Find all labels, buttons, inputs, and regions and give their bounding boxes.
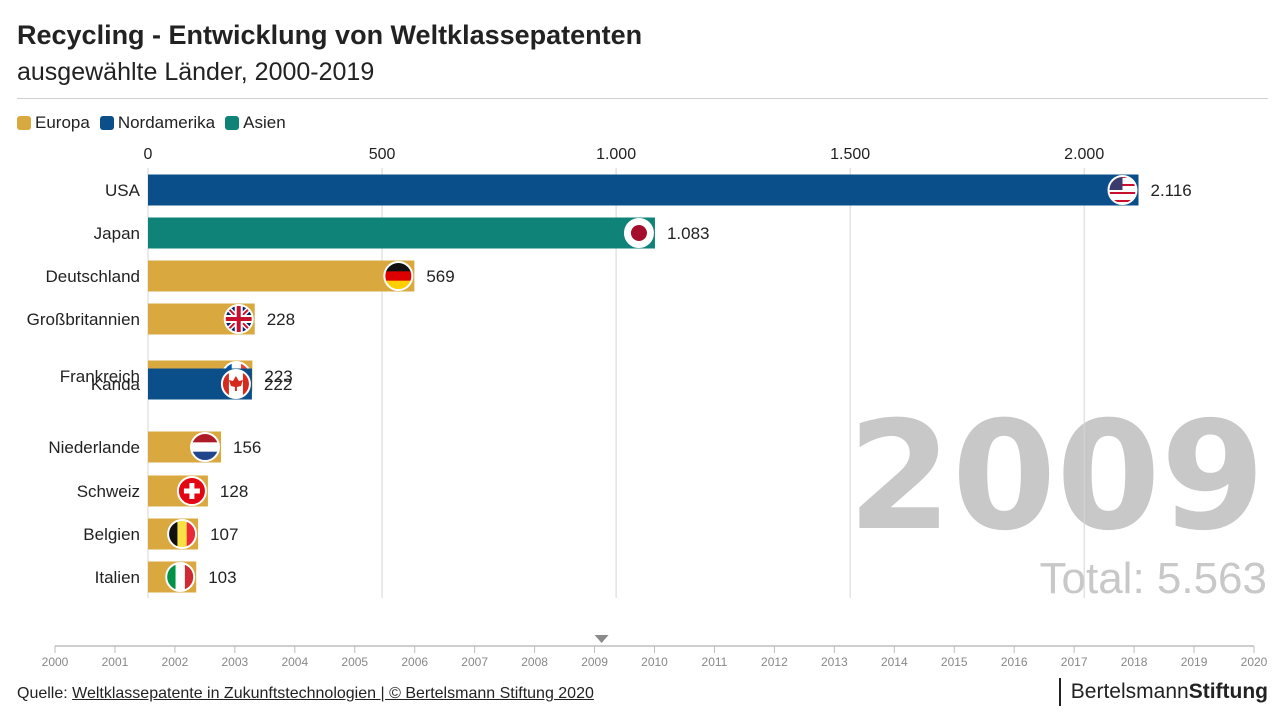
bar-value-2: 569 bbox=[426, 267, 454, 286]
timeline-year-2: 2002 bbox=[162, 655, 189, 669]
brand-light: Bertelsmann bbox=[1070, 680, 1189, 703]
bar-value-0: 2.116 bbox=[1150, 181, 1191, 200]
timeline-year-18: 2018 bbox=[1121, 655, 1148, 669]
timeline-year-0: 2000 bbox=[42, 655, 69, 669]
legend-swatch-europa bbox=[17, 116, 31, 130]
source-note: Quelle: Weltklassepatente in Zukunftstec… bbox=[17, 685, 594, 703]
timeline-year-17: 2017 bbox=[1061, 655, 1088, 669]
bar-value-4: 223 bbox=[264, 367, 292, 386]
brand-bold: Stiftung bbox=[1188, 680, 1268, 703]
bar-value-8: 107 bbox=[210, 525, 238, 544]
de-flag-icon-2 bbox=[383, 261, 414, 291]
source-prefix: Quelle: bbox=[17, 685, 73, 702]
timeline-year-9: 2009 bbox=[581, 655, 608, 669]
timeline-year-16: 2016 bbox=[1001, 655, 1028, 669]
bar-label-4: Frankreich bbox=[60, 367, 140, 386]
ca-flag-icon-5 bbox=[220, 369, 251, 399]
total-display: Total: 5.563 bbox=[1040, 554, 1268, 603]
bar-label-1: Japan bbox=[94, 224, 140, 243]
timeline-year-6: 2006 bbox=[401, 655, 428, 669]
x-tick-label-3: 1.500 bbox=[830, 146, 870, 163]
bar-value-1: 1.083 bbox=[667, 224, 710, 243]
timeline-year-8: 2008 bbox=[521, 655, 548, 669]
x-tick-label-4: 2.000 bbox=[1064, 146, 1104, 163]
x-tick-label-1: 500 bbox=[369, 146, 396, 163]
legend-swatch-nordamerika bbox=[99, 116, 114, 130]
timeline-year-14: 2014 bbox=[881, 655, 908, 669]
gb-flag-icon-3 bbox=[223, 304, 254, 334]
timeline-year-4: 2004 bbox=[281, 655, 308, 669]
x-tick-label-0: 0 bbox=[144, 146, 153, 163]
be-flag-icon-8 bbox=[167, 519, 198, 549]
nl-flag-icon-6 bbox=[190, 432, 221, 462]
timeline-year-3: 2003 bbox=[221, 655, 248, 669]
brand-logo: Bertelsmann Stiftung bbox=[1058, 678, 1268, 706]
bar-label-2: Deutschland bbox=[45, 267, 140, 286]
bar-value-9: 103 bbox=[208, 568, 236, 587]
bar-1 bbox=[148, 217, 655, 249]
bar-value-5: 222 bbox=[264, 375, 292, 394]
bar-label-3: Großbritannien bbox=[27, 310, 140, 329]
legend-label-nordamerika: Nordamerika bbox=[117, 113, 216, 132]
bar-value-6: 156 bbox=[233, 438, 261, 457]
timeline-year-5: 2005 bbox=[341, 655, 368, 669]
source-link[interactable]: Weltklassepatente in Zukunftstechnologie… bbox=[72, 685, 594, 702]
bar-label-0: USA bbox=[105, 181, 141, 200]
timeline-handle-icon[interactable] bbox=[594, 635, 609, 643]
bar-label-6: Niederlande bbox=[48, 438, 140, 457]
legend-swatch-asien bbox=[225, 116, 240, 130]
bar-0 bbox=[148, 174, 1139, 206]
legend-item-asien[interactable]: Asien bbox=[225, 113, 286, 133]
timeline-year-13: 2013 bbox=[821, 655, 848, 669]
ch-flag-icon-7 bbox=[176, 476, 207, 506]
timeline-year-7: 2007 bbox=[461, 655, 488, 669]
current-year-display: 2009 bbox=[848, 390, 1265, 564]
bar-label-9: Italien bbox=[95, 568, 140, 587]
timeline-year-1: 2001 bbox=[102, 655, 129, 669]
legend-item-europa[interactable]: Europa bbox=[17, 113, 90, 133]
bar-2 bbox=[148, 260, 415, 292]
chart-title: Recycling - Entwicklung von Weltklassepa… bbox=[17, 20, 643, 50]
header-divider bbox=[17, 98, 1268, 99]
us-flag-icon-0 bbox=[1107, 175, 1138, 205]
legend-item-nordamerika[interactable]: Nordamerika bbox=[99, 113, 216, 133]
jp-flag-icon-1 bbox=[623, 218, 654, 248]
bar-value-3: 228 bbox=[267, 310, 295, 329]
x-tick-label-2: 1.000 bbox=[596, 146, 636, 163]
bar-label-8: Belgien bbox=[83, 525, 140, 544]
timeline-year-12: 2012 bbox=[761, 655, 788, 669]
timeline-year-10: 2010 bbox=[641, 655, 668, 669]
chart-subtitle: ausgewählte Länder, 2000-2019 bbox=[17, 58, 375, 86]
timeline-year-19: 2019 bbox=[1181, 655, 1208, 669]
bar-label-7: Schweiz bbox=[77, 482, 140, 501]
it-flag-icon-9 bbox=[165, 562, 196, 592]
timeline-year-15: 2015 bbox=[941, 655, 968, 669]
bar-label-5: Kanda bbox=[91, 375, 141, 394]
bar-value-7: 128 bbox=[220, 482, 248, 501]
legend-label-europa: Europa bbox=[35, 113, 90, 132]
legend-label-asien: Asien bbox=[243, 113, 286, 132]
legend: Europa Nordamerika Asien bbox=[17, 113, 286, 133]
timeline-year-20: 2020 bbox=[1241, 655, 1268, 669]
timeline-year-11: 2011 bbox=[702, 655, 728, 669]
